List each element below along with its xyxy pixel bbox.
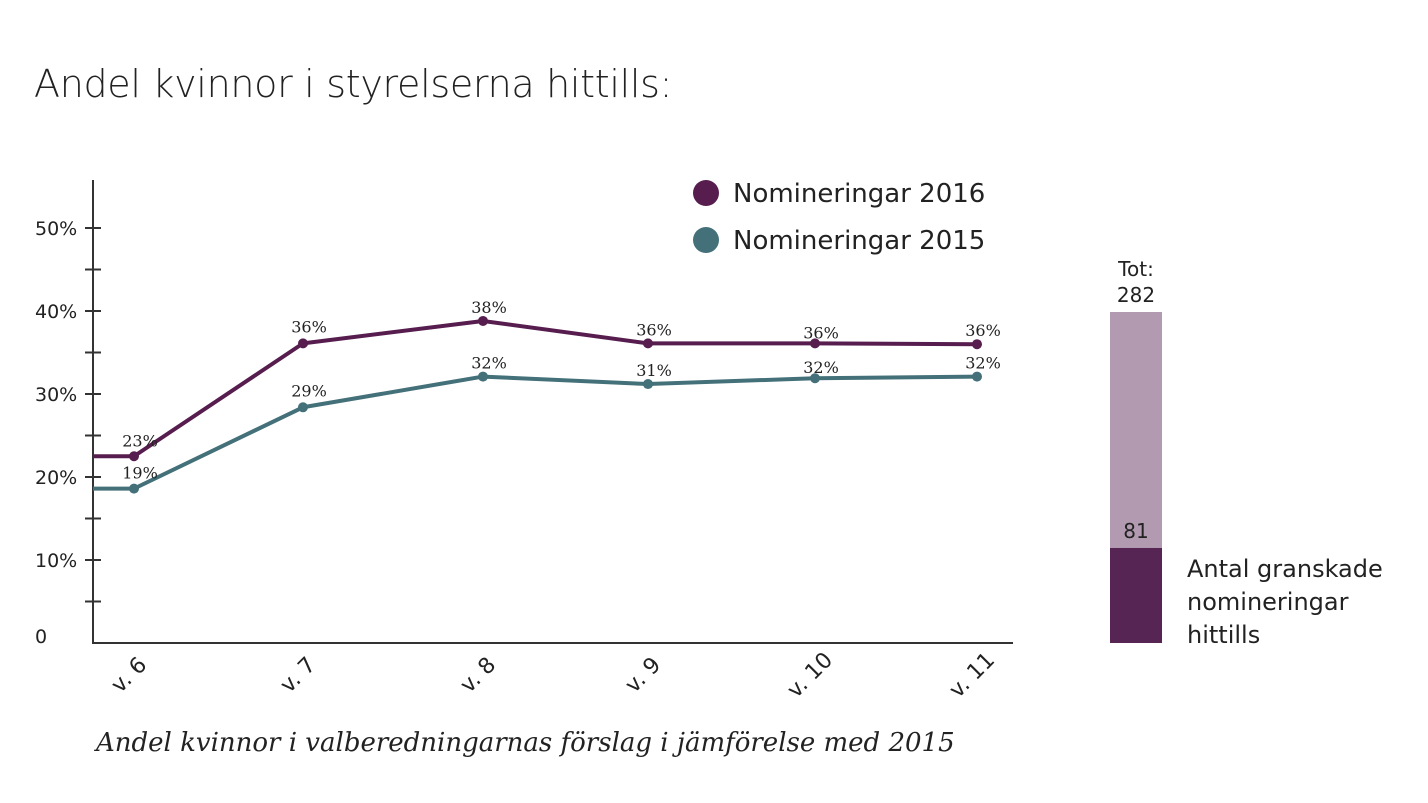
x-tick-label: v. 10 (783, 648, 838, 703)
series-layer (93, 315, 982, 494)
chart-caption: Andel kvinnor i valberedningarnas försla… (96, 728, 955, 758)
data-label: 36% (803, 323, 839, 342)
data-point (478, 371, 488, 382)
data-label: 36% (965, 321, 1001, 340)
axes: 0 10% 20% 30% 40% 50% v. 6 v. 7 v. 8 v. 9 v. 10 v. … (35, 180, 1013, 703)
stacked-bar-description: Antal granskade nomineringar hittills (1187, 555, 1383, 649)
y-tick-label: 20% (35, 467, 77, 489)
data-label: 36% (636, 320, 672, 339)
x-tick-label: v. 8 (456, 653, 501, 698)
data-point (298, 338, 308, 349)
data-label: 36% (291, 317, 327, 336)
data-label: 32% (965, 354, 1001, 373)
data-label: 38% (471, 298, 507, 317)
reviewed-value: 81 (1123, 519, 1148, 543)
legend-entry: Nomineringar 2016 (733, 179, 985, 209)
data-point (972, 371, 982, 382)
data-point (810, 338, 820, 349)
data-point (129, 451, 139, 462)
total-value: 282 (1117, 283, 1155, 307)
data-label: 29% (291, 381, 327, 400)
data-point (478, 315, 488, 326)
stacked-bar-reviewed (1110, 547, 1162, 643)
y-tick-label: 50% (35, 218, 77, 240)
labels-layer: 23% 36% 38% 36% 36% 36% 19% 29% 32% 31% 32% 32% (122, 298, 1001, 483)
legend: Nomineringar 2016 Nomineringar 2015 (693, 179, 985, 256)
data-label: 19% (122, 464, 158, 483)
data-point (643, 379, 653, 390)
data-label: 31% (636, 361, 672, 380)
data-point (643, 338, 653, 349)
y-tick-label: 30% (35, 384, 77, 406)
y-tick-label: 0 (35, 626, 47, 648)
data-label: 23% (122, 431, 158, 450)
x-tick-label: v. 7 (276, 653, 321, 698)
legend-marker (693, 227, 719, 253)
x-tick-label: v. 9 (621, 653, 666, 698)
x-tick-label: v. 6 (107, 653, 152, 698)
data-point (129, 483, 139, 494)
data-label: 32% (803, 358, 839, 377)
data-point (810, 373, 820, 384)
data-label: 32% (471, 354, 507, 373)
x-tick-label: v. 11 (945, 648, 1000, 703)
legend-entry: Nomineringar 2015 (733, 226, 985, 256)
data-point (972, 339, 982, 350)
stacked-bar: Tot:282 81 (1110, 257, 1162, 643)
legend-marker (693, 180, 719, 206)
total-label: Tot: (1117, 257, 1154, 281)
page-title: Andel kvinnor i styrelserna hittills: (34, 62, 673, 106)
series-line-1 (93, 318, 978, 459)
y-tick-label: 40% (35, 301, 77, 323)
stacked-bar-remaining (1110, 312, 1162, 548)
y-tick-label: 10% (35, 550, 77, 572)
data-point (298, 402, 308, 413)
